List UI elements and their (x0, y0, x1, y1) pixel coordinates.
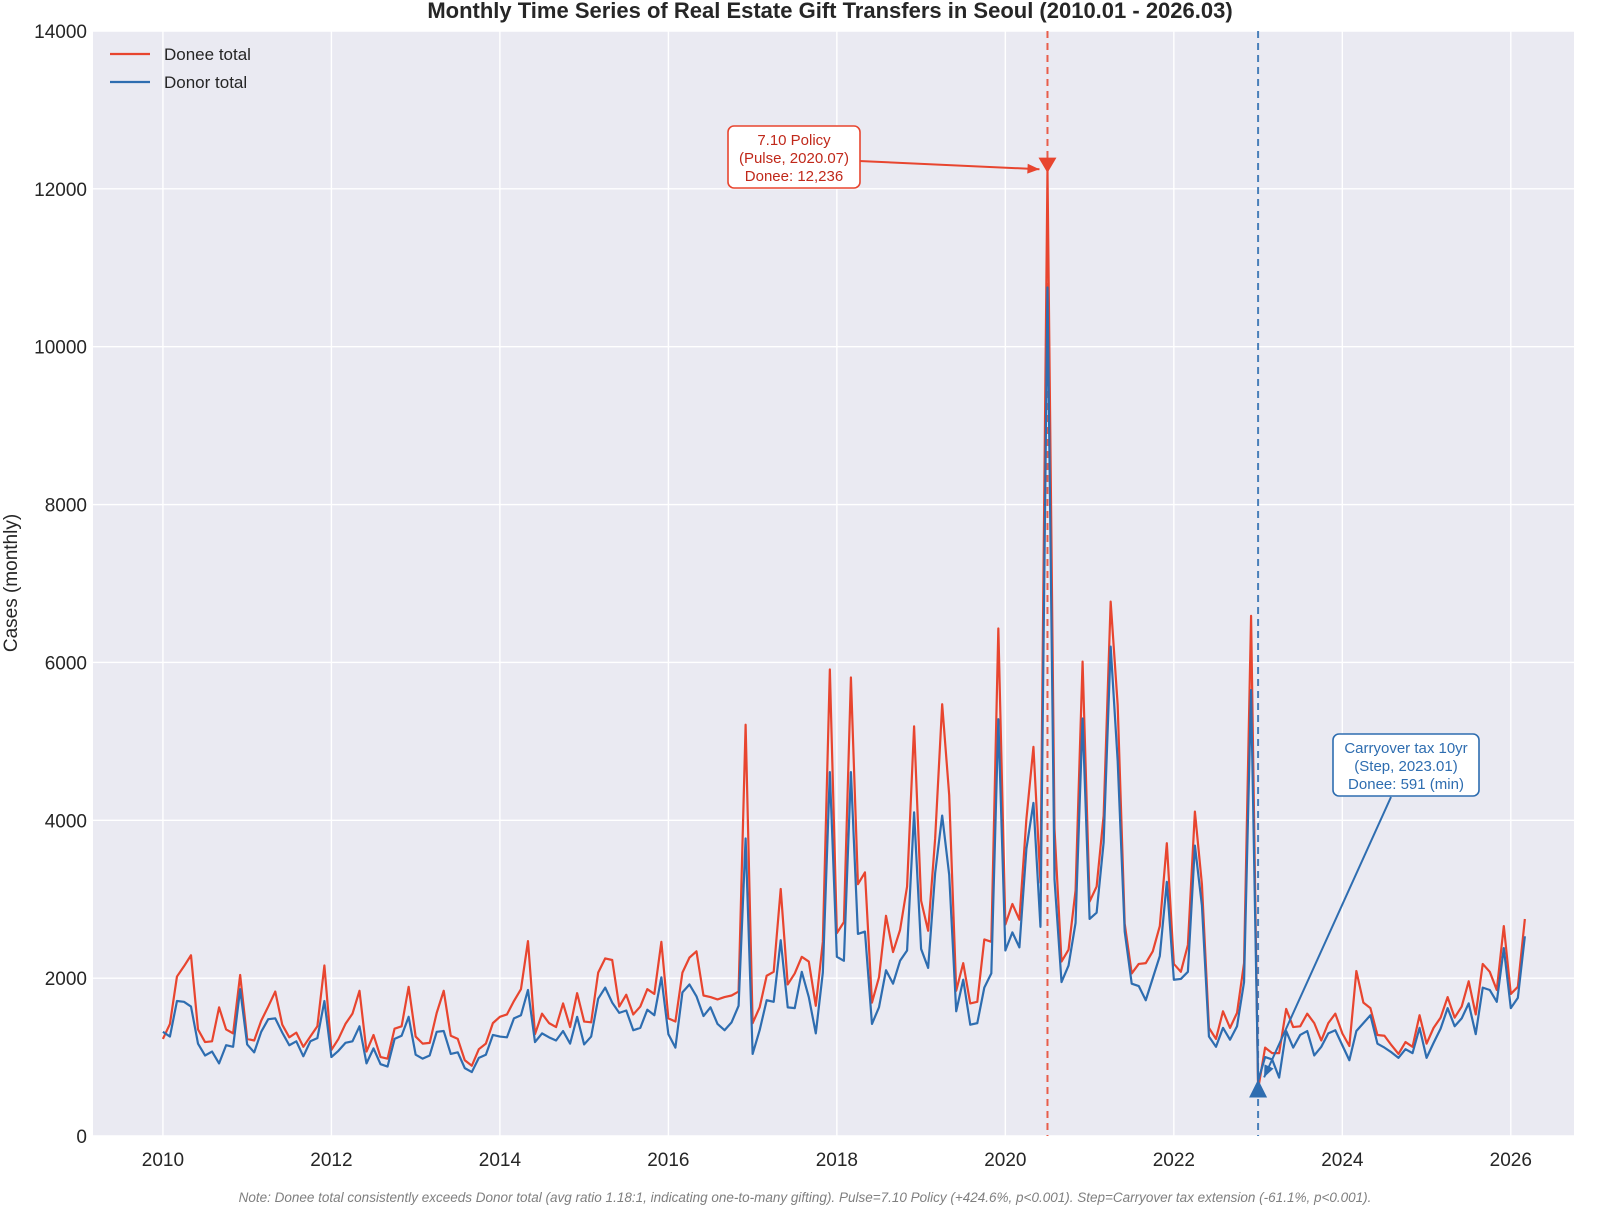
annotation-text-2: Carryover tax 10yr (1344, 740, 1467, 757)
annotation-arrowhead-1 (1027, 163, 1040, 174)
annotation-box-2 (1332, 733, 1480, 797)
y-axis-label: Cases (monthly) (1, 514, 22, 652)
x-tick-label: 2016 (647, 1150, 689, 1171)
annotation-text-1: (Pulse, 2020.07) (739, 150, 849, 167)
annotation-text-1: 7.10 Policy (757, 132, 831, 149)
y-tick-label: 8000 (45, 496, 87, 517)
x-tick-label: 2010 (142, 1150, 184, 1171)
y-tick-label: 10000 (34, 338, 87, 359)
x-tick-label: 2014 (479, 1150, 522, 1171)
legend-label-donee: Donee total (164, 45, 251, 64)
x-axis-ticks: 2010 2012 2014 2016 2018 2020 2022 2024 2026 (142, 1150, 1532, 1171)
chart-title: Monthly Time Series of Real Estate Gift … (427, 0, 1232, 23)
x-tick-label: 2026 (1490, 1150, 1532, 1171)
x-tick-label: 2012 (310, 1150, 352, 1171)
y-tick-label: 2000 (45, 969, 87, 990)
series-lines (161, 169, 1526, 1091)
series-line-donee (161, 169, 1526, 1091)
annotation-arrowhead-2 (1264, 1064, 1274, 1078)
series-line-donor (162, 286, 1526, 1082)
x-tick-label: 2018 (816, 1150, 858, 1171)
annotation-arrow-2 (1263, 796, 1392, 1078)
annotation-arrow-1 (858, 160, 1040, 171)
x-tick-label: 2024 (1321, 1150, 1364, 1171)
annotation-box-1 (727, 125, 861, 189)
y-tick-label: 4000 (45, 811, 87, 832)
x-tick-label: 2022 (1153, 1150, 1195, 1171)
legend: Donee total Donor total (110, 45, 251, 92)
y-tick-label: 0 (76, 1127, 87, 1148)
x-tick-label: 2020 (984, 1150, 1026, 1171)
annotation-text-1: Donee: 12,236 (745, 168, 843, 185)
legend-label-donor: Donor total (164, 73, 247, 92)
plot-area (93, 31, 1574, 1136)
y-tick-label: 12000 (34, 180, 87, 201)
annotation-text-2: (Step, 2023.01) (1354, 758, 1457, 775)
y-tick-label: 6000 (45, 653, 87, 674)
y-tick-label: 14000 (34, 22, 87, 43)
event-marker-1 (1038, 157, 1057, 173)
grid (93, 30, 1574, 1137)
chart-note: Note: Donee total consistently exceeds D… (239, 1190, 1372, 1205)
event-marker-2 (1249, 1079, 1268, 1098)
y-axis-ticks: 0 2000 4000 6000 8000 10000 12000 14000 (34, 22, 87, 1148)
annotation-text-2: Donee: 591 (min) (1348, 776, 1464, 793)
event-markers (1038, 157, 1268, 1098)
annotations: 7.10 Policy(Pulse, 2020.07)Donee: 12,236… (727, 125, 1480, 1078)
